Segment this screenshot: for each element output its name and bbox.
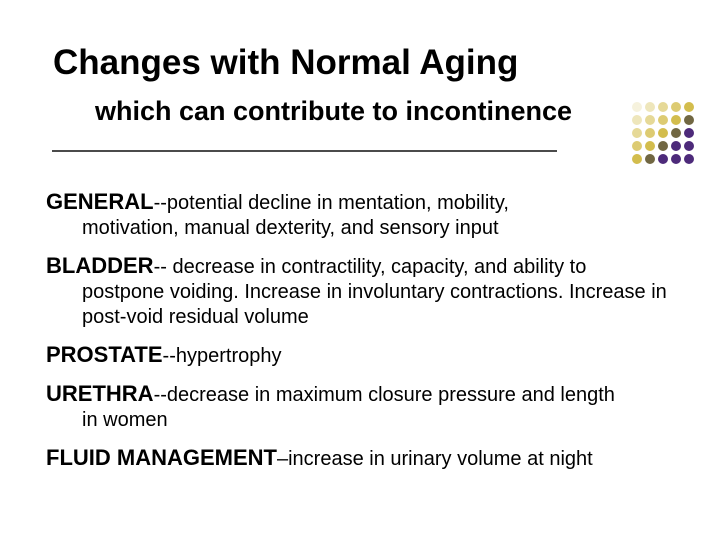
decorative-dot-grid <box>632 102 696 166</box>
dot-icon <box>671 154 681 164</box>
dot-icon <box>632 128 642 138</box>
item-term: GENERAL <box>46 189 154 214</box>
dot-icon <box>671 141 681 151</box>
item-desc: decrease in contractility, capacity, and… <box>167 256 586 278</box>
item-term: BLADDER <box>46 253 154 278</box>
list-item: GENERAL--potential decline in mentation,… <box>46 188 674 241</box>
item-desc: decrease in maximum closure pressure and… <box>167 384 615 406</box>
item-dash: -- <box>154 192 167 214</box>
item-desc-cont: postpone voiding. Increase in involuntar… <box>82 280 674 330</box>
list-item: URETHRA--decrease in maximum closure pre… <box>46 380 674 433</box>
dot-icon <box>645 141 655 151</box>
slide-subtitle: which can contribute to incontinence <box>95 96 572 127</box>
item-desc: potential decline in mentation, mobility… <box>167 192 509 214</box>
slide: Changes with Normal Aging which can cont… <box>0 0 720 540</box>
dot-icon <box>632 154 642 164</box>
item-desc-cont: in women <box>82 408 674 433</box>
dot-icon <box>684 141 694 151</box>
dot-icon <box>632 102 642 112</box>
dot-icon <box>645 128 655 138</box>
dot-icon <box>658 102 668 112</box>
item-term: FLUID MANAGEMENT <box>46 445 277 470</box>
item-desc: hypertrophy <box>176 345 282 367</box>
slide-title: Changes with Normal Aging <box>53 45 518 82</box>
dot-icon <box>684 115 694 125</box>
content-area: GENERAL--potential decline in mentation,… <box>46 188 674 483</box>
dot-icon <box>684 154 694 164</box>
list-item: FLUID MANAGEMENT–increase in urinary vol… <box>46 444 674 472</box>
dot-icon <box>684 102 694 112</box>
dot-icon <box>658 141 668 151</box>
title-divider <box>52 150 557 152</box>
dot-icon <box>632 115 642 125</box>
dot-icon <box>632 141 642 151</box>
dot-icon <box>671 115 681 125</box>
item-dash: -- <box>163 345 176 367</box>
item-term: PROSTATE <box>46 342 163 367</box>
dot-icon <box>645 102 655 112</box>
item-dash: -- <box>154 384 167 406</box>
item-desc-cont: motivation, manual dexterity, and sensor… <box>82 216 674 241</box>
dot-icon <box>658 115 668 125</box>
item-term: URETHRA <box>46 381 154 406</box>
item-desc: increase in urinary volume at night <box>288 448 593 470</box>
dot-icon <box>645 154 655 164</box>
dot-icon <box>645 115 655 125</box>
dot-icon <box>671 102 681 112</box>
dot-icon <box>658 154 668 164</box>
dot-icon <box>671 128 681 138</box>
list-item: BLADDER-- decrease in contractility, cap… <box>46 252 674 330</box>
dot-icon <box>684 128 694 138</box>
item-dash: – <box>277 448 288 470</box>
dot-icon <box>658 128 668 138</box>
list-item: PROSTATE--hypertrophy <box>46 341 674 369</box>
item-dash: -- <box>154 256 167 278</box>
